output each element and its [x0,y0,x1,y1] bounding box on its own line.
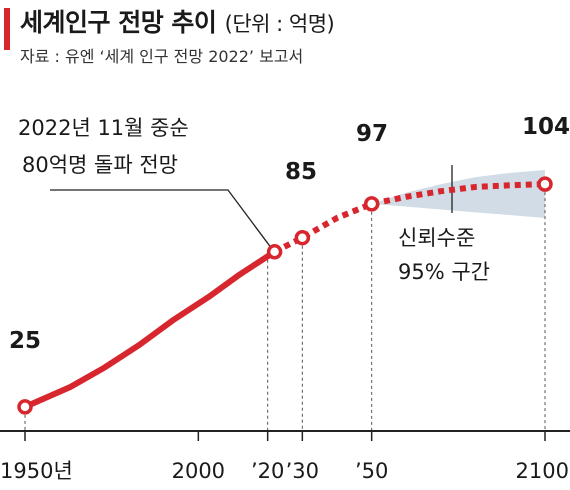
ci-annotation-line2: 95% 구간 [398,260,490,284]
milestone-annotation-line1: 2022년 11월 중순 [18,116,189,140]
chart-title: 세계인구 전망 추이 (단위 : 억명) [20,3,335,39]
x-tick-label-2: ’20 [251,459,284,483]
value-label-2100: 104 [522,114,570,140]
source-note: 자료 : 유엔 ‘세계 인구 전망 2022’ 보고서 [20,47,304,66]
ci-annotation-line1: 신뢰수준 [398,226,475,250]
marker-2050 [363,196,380,212]
x-tick-label-5: 2100 [516,459,569,483]
value-label-1950: 25 [9,328,41,354]
title-accent-bar [4,8,10,50]
marker-2030 [294,229,311,246]
confidence-band [371,170,545,218]
milestone-leader [50,189,274,251]
milestone-annotation-line2: 80억명 돌파 전망 [22,153,178,177]
series-line-dotted [273,181,546,255]
value-label-2030: 85 [285,159,317,185]
unit-label: (단위 : 억명) [224,12,335,36]
value-label-2050: 97 [356,121,388,147]
series-line-solid [23,249,277,410]
marker-2100 [537,176,553,192]
x-tick-label-4: ’50 [355,459,388,483]
marker-2022 [266,244,283,260]
title-text: 세계인구 전망 추이 [20,8,217,37]
x-tick-label-3: ’30 [286,459,319,483]
x-tick-label-1: 2000 [172,459,225,483]
marker-1950 [17,399,33,415]
x-tick-label-0: 1950년 [0,459,73,483]
